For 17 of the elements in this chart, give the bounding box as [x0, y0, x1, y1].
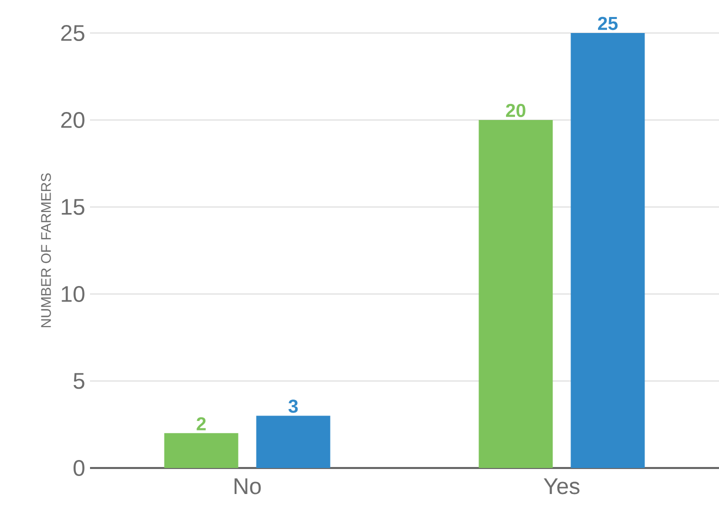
data-label: 25: [598, 16, 618, 30]
data-label: 2: [196, 417, 206, 430]
y-tick-label: 5: [74, 373, 84, 389]
data-label: 3: [288, 400, 298, 413]
data-label: 20: [506, 104, 526, 118]
y-tick-label: 25: [61, 24, 84, 42]
y-tick-label: 0: [74, 460, 84, 476]
y-tick-label: 20: [61, 112, 84, 128]
x-tick-label: Yes: [544, 478, 580, 494]
bar: [478, 120, 553, 468]
y-axis-title: NUMBER OF FARMERS: [41, 173, 51, 328]
x-tick-label: No: [234, 478, 261, 494]
bar: [256, 416, 330, 468]
bar: [570, 32, 645, 468]
bar: [164, 433, 238, 468]
y-tick-label: 15: [62, 199, 84, 215]
y-tick-label: 10: [62, 286, 84, 302]
